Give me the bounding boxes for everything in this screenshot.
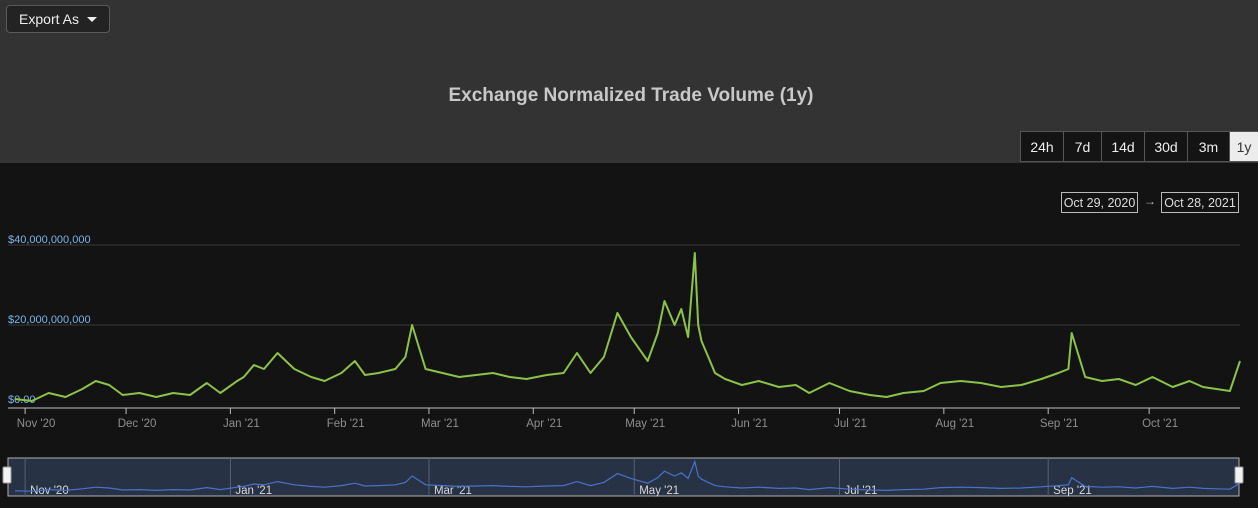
series-line [14,252,1241,402]
export-as-button[interactable]: Export As [6,5,110,33]
range-button-3m[interactable]: 3m [1187,131,1229,162]
x-tick-label: Apr '21 [526,418,562,430]
range-button-1y[interactable]: 1y [1229,131,1258,162]
x-tick-label: Jan '21 [223,418,260,430]
x-tick-label: Oct '21 [1142,418,1178,430]
range-button-30d[interactable]: 30d [1144,131,1187,162]
range-selector: 24h 7d 14d 30d 3m 1y [1020,131,1258,162]
navigator-handle-left[interactable] [2,466,12,484]
navigator-handle-right[interactable] [1234,466,1244,484]
range-button-7d[interactable]: 7d [1063,131,1101,162]
x-tick-label: Mar '21 [421,418,459,430]
x-tick-label: Jul '21 [834,418,867,430]
chart-header-area: Export As Exchange Normalized Trade Volu… [0,0,1258,163]
arrow-right-icon: → [1144,194,1156,208]
export-as-label: Export As [19,11,79,27]
navigator-tick-label: Mar '21 [434,485,472,497]
range-button-14d[interactable]: 14d [1101,131,1144,162]
range-to-date-input[interactable]: Oct 28, 2021 [1161,192,1239,213]
navigator-tick-label: Sep '21 [1053,485,1092,497]
navigator-tick-label: Nov '20 [30,485,69,497]
navigator-series-line [14,459,1241,492]
caret-down-icon [86,16,97,22]
x-tick-label: Aug '21 [936,418,975,430]
x-tick-label: Jun '21 [731,418,768,430]
x-tick-label: Dec '20 [118,418,157,430]
y-tick-label: $40,000,000,000 [8,234,91,246]
navigator-tick-label: May '21 [639,485,679,497]
x-tick-label: Nov '20 [17,418,56,430]
x-tick-label: May '21 [625,418,665,430]
chart-title: Exchange Normalized Trade Volume (1y) [448,85,814,106]
navigator-tick-label: Jan '21 [235,485,272,497]
navigator-selection[interactable] [7,457,1240,497]
x-tick-label: Feb '21 [327,418,365,430]
range-button-24h[interactable]: 24h [1020,131,1063,162]
range-from-date-input[interactable]: Oct 29, 2020 [1061,192,1138,213]
navigator-tick-label: Jul '21 [845,485,878,497]
y-tick-label: $20,000,000,000 [8,314,91,326]
x-tick-label: Sep '21 [1040,418,1079,430]
